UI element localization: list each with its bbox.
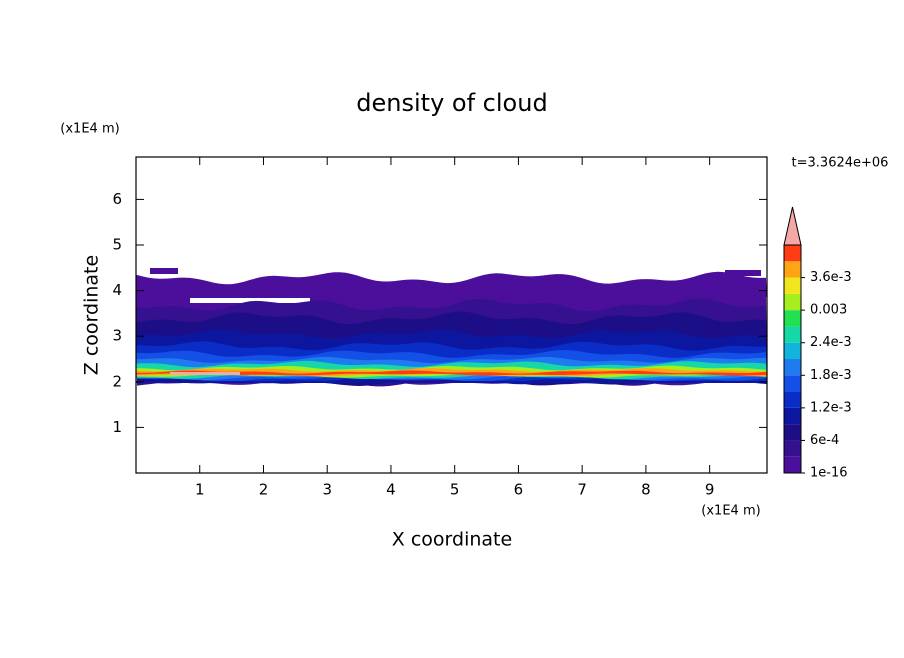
y-tick-label: 4 — [112, 281, 122, 299]
colorbar-segment — [784, 326, 801, 343]
x-tick-label: 6 — [514, 481, 524, 499]
y-tick-label: 6 — [112, 190, 122, 208]
x-tick-label: 1 — [195, 481, 205, 499]
x-axis-label: X coordinate — [392, 529, 512, 551]
x-tick-label: 4 — [386, 481, 396, 499]
colorbar-label: 1.2e-3 — [810, 400, 852, 415]
y-tick-label: 5 — [112, 236, 122, 254]
x-unit: (x1E4 m) — [701, 504, 760, 519]
y-tick-label: 3 — [112, 327, 122, 345]
time-label: t=3.3624e+06 — [792, 156, 889, 171]
y-tick-label: 1 — [112, 418, 122, 436]
colorbar-segment — [784, 261, 801, 278]
contour-band — [136, 271, 767, 305]
colorbar-segment — [784, 245, 801, 262]
x-tick-label: 5 — [450, 481, 460, 499]
chart-title: density of cloud — [356, 89, 547, 117]
x-tick-label: 3 — [322, 481, 332, 499]
colorbar-segment — [784, 310, 801, 327]
colorbar-segment — [784, 456, 801, 473]
colorbar-segment — [784, 375, 801, 392]
contour-band — [725, 270, 761, 276]
plot-frame — [135, 156, 768, 474]
y-tick-label: 2 — [112, 372, 122, 390]
contour-band — [150, 268, 178, 274]
colorbar-label: 3.6e-3 — [810, 270, 852, 285]
contour-hole — [190, 298, 310, 303]
colorbar-label: 6e-4 — [810, 433, 839, 448]
colorbar-segment — [784, 391, 801, 408]
colorbar-segment — [784, 293, 801, 311]
colorbar-label: 2.4e-3 — [810, 335, 852, 350]
x-tick-label: 7 — [577, 481, 587, 499]
colorbar-segment — [784, 407, 801, 425]
x-tick-label: 9 — [705, 481, 715, 499]
colorbar-label: 1.8e-3 — [810, 368, 852, 383]
y-unit: (x1E4 m) — [60, 122, 119, 137]
colorbar-label: 0.003 — [810, 303, 847, 318]
colorbar-segment — [784, 277, 801, 294]
colorbar-segment — [784, 359, 801, 376]
colorbar-segment — [784, 424, 801, 441]
colorbar-segment — [784, 342, 801, 359]
colorbar-segment — [784, 440, 801, 457]
contour-band — [136, 370, 767, 376]
x-tick-label: 2 — [259, 481, 269, 499]
colorbar-label: 1e-16 — [810, 466, 848, 481]
y-axis-label: Z coordinate — [81, 255, 103, 375]
contour-field — [136, 268, 767, 387]
colorbar-frame — [783, 244, 802, 474]
x-tick-label: 8 — [641, 481, 651, 499]
contour-band — [170, 372, 240, 375]
